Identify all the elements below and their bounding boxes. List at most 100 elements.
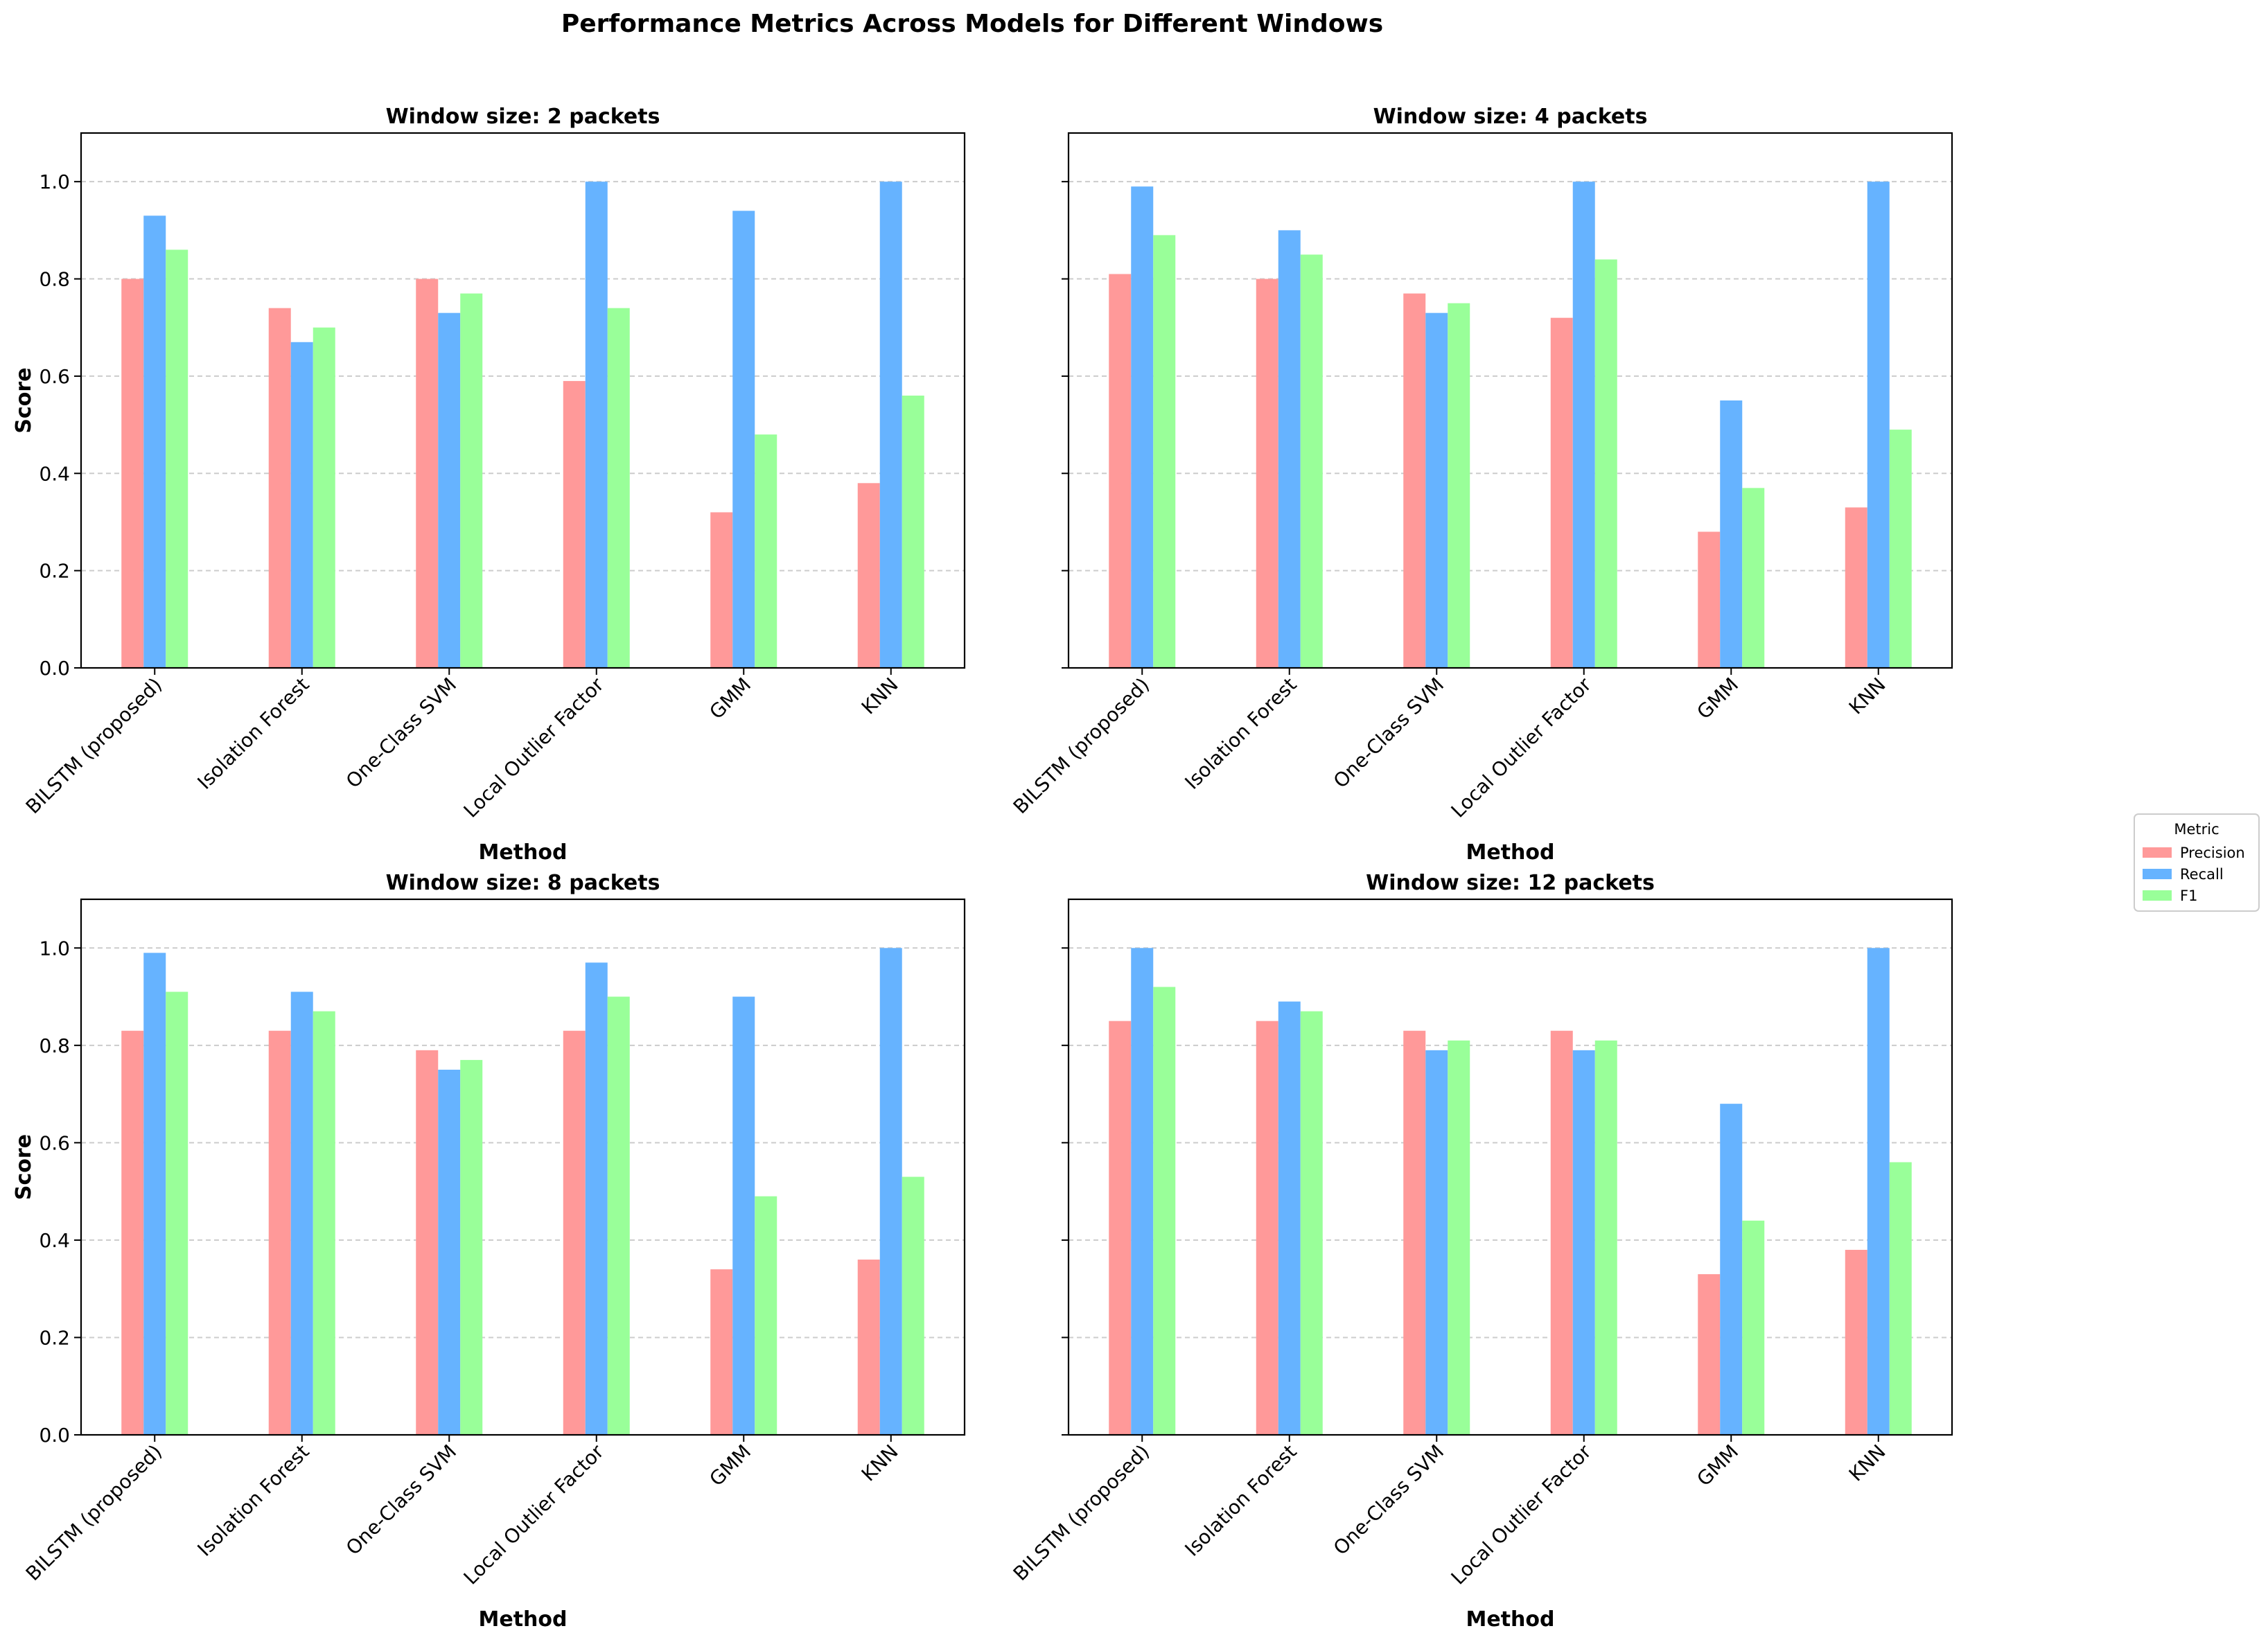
bar-recall-5 <box>732 996 755 1435</box>
bar-precision-6 <box>1845 507 1867 668</box>
bar-f1-3 <box>460 293 483 669</box>
bar-f1-4 <box>1594 1040 1617 1435</box>
panel-title: Window size: 2 packets <box>386 105 660 129</box>
bar-f1-5 <box>1742 1220 1765 1435</box>
bar-recall-2 <box>290 991 313 1435</box>
bar-precision-2 <box>268 1030 291 1435</box>
bar-recall-1 <box>143 953 166 1435</box>
y-tick-label: 0.8 <box>39 268 70 291</box>
bar-f1-3 <box>460 1059 483 1435</box>
bar-f1-1 <box>166 249 188 668</box>
bar-precision-4 <box>563 380 586 668</box>
x-axis-label: Method <box>479 1607 568 1632</box>
bar-precision-5 <box>1698 1274 1721 1435</box>
bar-precision-6 <box>857 1260 880 1435</box>
bar-recall-6 <box>1867 948 1890 1435</box>
bar-precision-3 <box>416 279 439 669</box>
bar-recall-5 <box>1720 1104 1743 1435</box>
x-axis-label: Method <box>1466 1607 1555 1632</box>
y-tick-label: 0.2 <box>39 560 70 583</box>
legend-entry-f1: F1 <box>2180 888 2197 904</box>
bar-recall-4 <box>1572 1050 1595 1435</box>
bar-f1-4 <box>1594 259 1617 668</box>
y-tick-label: 0.0 <box>39 1424 70 1447</box>
bar-precision-4 <box>563 1030 586 1435</box>
bar-recall-5 <box>732 211 755 669</box>
bar-f1-5 <box>755 1196 777 1435</box>
bar-recall-2 <box>290 342 313 668</box>
legend: Metric Precision Recall F1 <box>2134 813 2260 912</box>
bar-precision-5 <box>1698 531 1721 668</box>
panel-title: Window size: 4 packets <box>1373 105 1648 129</box>
bar-precision-1 <box>1109 274 1132 668</box>
bar-recall-3 <box>1425 312 1448 668</box>
bar-precision-2 <box>1256 279 1278 669</box>
x-axis-label: Method <box>479 840 568 865</box>
bar-f1-1 <box>1153 987 1176 1435</box>
bar-precision-2 <box>1256 1021 1278 1435</box>
bar-f1-2 <box>313 1011 335 1435</box>
bar-recall-6 <box>879 948 902 1435</box>
bar-f1-2 <box>1300 254 1323 668</box>
bar-f1-6 <box>1889 1162 1912 1435</box>
legend-swatch-precision <box>2143 847 2172 858</box>
y-tick-label: 1.0 <box>39 937 70 960</box>
axes-frame <box>80 898 966 1436</box>
bar-recall-5 <box>1720 400 1743 668</box>
bar-recall-4 <box>1572 182 1595 668</box>
legend-entry-precision: Precision <box>2180 845 2245 861</box>
y-tick-label: 0.2 <box>39 1326 70 1349</box>
bar-precision-6 <box>857 483 880 668</box>
bar-f1-3 <box>1448 303 1470 668</box>
legend-title: Metric <box>2174 821 2219 838</box>
bar-recall-1 <box>1131 948 1154 1435</box>
panel-title: Window size: 8 packets <box>386 871 660 895</box>
bar-precision-6 <box>1845 1249 1867 1435</box>
bar-f1-5 <box>1742 488 1765 668</box>
bar-f1-2 <box>1300 1011 1323 1435</box>
bar-recall-2 <box>1278 230 1301 668</box>
bar-f1-6 <box>1889 430 1912 668</box>
bar-precision-3 <box>1403 293 1426 669</box>
bar-precision-1 <box>1109 1021 1132 1435</box>
panel-title: Window size: 12 packets <box>1366 871 1655 895</box>
y-tick-label: 0.4 <box>39 1229 70 1252</box>
bar-recall-1 <box>143 215 166 668</box>
bar-recall-3 <box>438 312 461 668</box>
bar-f1-6 <box>902 395 924 668</box>
bar-f1-3 <box>1448 1040 1470 1435</box>
y-axis-label: Score <box>12 367 36 433</box>
bar-f1-5 <box>755 434 777 668</box>
y-tick-label: 0.0 <box>39 657 70 680</box>
y-tick-label: 0.6 <box>39 1131 70 1154</box>
bar-recall-4 <box>585 962 608 1435</box>
bar-f1-1 <box>166 991 188 1435</box>
bar-precision-2 <box>268 308 291 668</box>
y-axis-label: Score <box>12 1134 36 1200</box>
legend-swatch-f1 <box>2143 890 2172 901</box>
bar-f1-6 <box>902 1176 924 1435</box>
legend-box <box>2134 813 2260 912</box>
bar-precision-4 <box>1550 317 1573 668</box>
bar-precision-3 <box>1403 1030 1426 1435</box>
legend-entry-recall: Recall <box>2180 866 2224 883</box>
bar-precision-4 <box>1550 1030 1573 1435</box>
y-tick-label: 0.8 <box>39 1034 70 1057</box>
axes-frame <box>1067 132 1953 669</box>
y-tick-label: 1.0 <box>39 170 70 193</box>
axes-frame <box>80 132 966 669</box>
bar-precision-1 <box>121 279 144 669</box>
y-tick-label: 0.4 <box>39 462 70 485</box>
axes-frame <box>1067 898 1953 1436</box>
figure-title: Performance Metrics Across Models for Di… <box>561 10 1383 38</box>
x-axis-label: Method <box>1466 840 1555 865</box>
legend-swatch-recall <box>2143 869 2172 879</box>
bar-f1-1 <box>1153 235 1176 668</box>
bar-recall-2 <box>1278 1001 1301 1435</box>
bar-precision-3 <box>416 1050 439 1435</box>
bar-precision-5 <box>710 512 733 668</box>
bar-f1-4 <box>607 308 630 668</box>
bar-recall-6 <box>879 182 902 668</box>
